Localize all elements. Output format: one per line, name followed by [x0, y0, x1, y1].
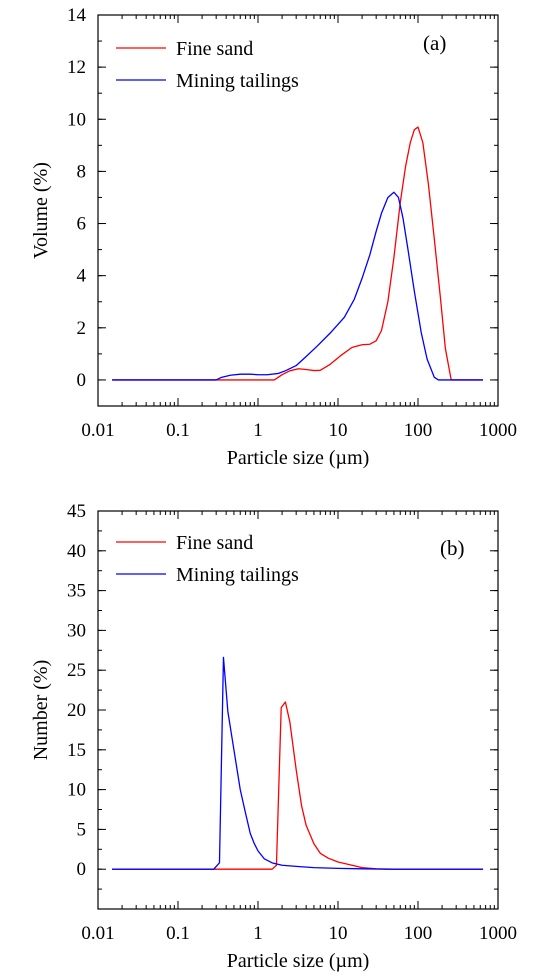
- y-tick-label: 0: [77, 859, 87, 880]
- y-tick-label: 10: [67, 109, 86, 130]
- x-tick-label: 0.1: [166, 923, 190, 944]
- y-tick-label: 12: [67, 57, 86, 78]
- x-tick-label: 1000: [479, 420, 517, 441]
- y-tick-label: 40: [67, 541, 86, 562]
- y-tick-label: 45: [67, 501, 86, 522]
- panel-label: (a): [423, 31, 446, 55]
- x-tick-label: 10: [329, 420, 348, 441]
- axis-layer: 0.01 0.1 1 10 100 1000 0 5 10 15 20 25 30 35 40 45: [67, 501, 517, 944]
- x-tick-label: 10: [329, 923, 348, 944]
- legend: Fine sand Mining tailings: [116, 532, 299, 586]
- x-tick-label: 1: [253, 420, 263, 441]
- y-tick-label: 15: [67, 740, 86, 761]
- series-line-mining-tailings: [112, 191, 484, 381]
- y-tick-label: 4: [77, 266, 87, 287]
- y-tick-label: 6: [77, 214, 87, 235]
- y-tick-label: 2: [77, 318, 87, 339]
- series-line-fine-sand: [112, 701, 484, 870]
- y-tick-label: 35: [67, 581, 86, 602]
- series-line-mining-tailings: [112, 656, 484, 870]
- plot-frame: [97, 14, 499, 407]
- legend-label-fine-sand: Fine sand: [176, 38, 253, 60]
- y-tick-label: 10: [67, 780, 86, 801]
- y-axis-title: Volume (%): [30, 162, 52, 259]
- x-tick-label: 1: [253, 923, 263, 944]
- x-axis-title: Particle size (µm): [227, 950, 370, 972]
- series-layer: [112, 126, 484, 381]
- y-tick-label: 14: [67, 5, 87, 26]
- x-tick-label: 0.01: [81, 923, 114, 944]
- x-tick-label: 1000: [479, 923, 517, 944]
- x-tick-label: 100: [404, 923, 433, 944]
- chart-panel-volume: 0.01 0.1 1 10 100 1000 0 2 4 6 8 10 12 14 (a) Particl…: [30, 5, 517, 469]
- panel-label: (b): [440, 536, 465, 560]
- series-layer: [112, 656, 484, 870]
- series-line-fine-sand: [112, 126, 484, 381]
- y-tick-label: 8: [77, 161, 87, 182]
- y-tick-label: 5: [77, 819, 87, 840]
- legend-label-fine-sand: Fine sand: [176, 532, 253, 554]
- legend: Fine sand Mining tailings: [116, 38, 299, 92]
- y-tick-label: 25: [67, 660, 86, 681]
- y-tick-label: 0: [77, 370, 87, 391]
- legend-label-mining-tailings: Mining tailings: [176, 70, 299, 92]
- y-tick-label: 20: [67, 700, 86, 721]
- legend-label-mining-tailings: Mining tailings: [176, 564, 299, 586]
- x-axis-title: Particle size (µm): [227, 447, 370, 469]
- x-tick-label: 0.01: [81, 420, 114, 441]
- y-tick-label: 30: [67, 620, 86, 641]
- axis-layer: 0.01 0.1 1 10 100 1000 0 2 4 6 8 10 12 14: [67, 5, 517, 441]
- y-axis-title: Number (%): [30, 660, 52, 761]
- x-tick-label: 100: [404, 420, 433, 441]
- x-tick-label: 0.1: [166, 420, 190, 441]
